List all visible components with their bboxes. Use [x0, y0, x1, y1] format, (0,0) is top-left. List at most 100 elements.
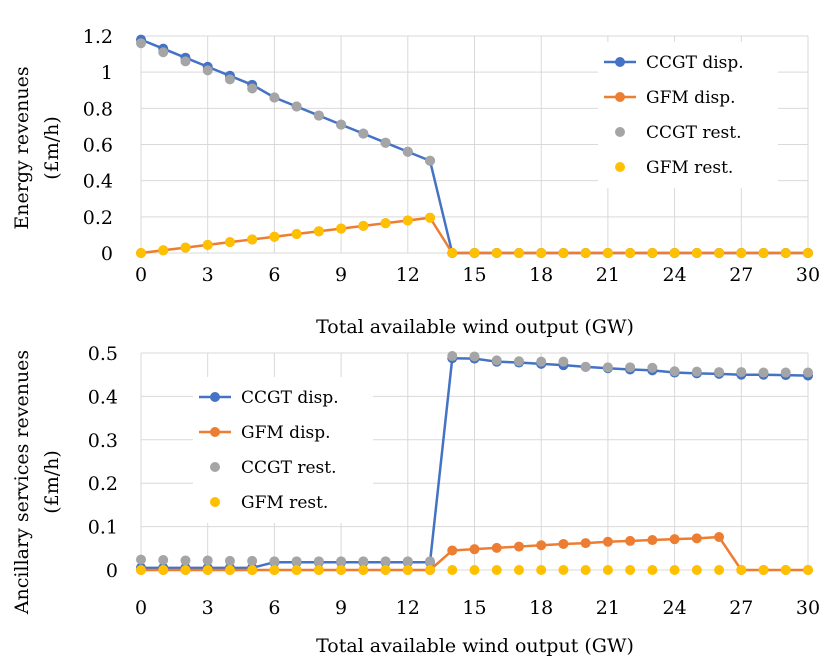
ancillary-point-gfm-disp: [491, 542, 502, 553]
energy-point-gfm-rest: [780, 248, 791, 258]
energy-x-tick-label: 18: [529, 264, 553, 286]
energy-y-tick-label: 1: [101, 62, 113, 84]
energy-point-ccgt-rest: [358, 128, 369, 139]
energy-point-gfm-rest: [513, 248, 524, 258]
ancillary-point-ccgt-rest: [425, 556, 436, 567]
ancillary-point-ccgt-rest: [714, 367, 725, 378]
ancillary-point-gfm-rest: [269, 565, 280, 575]
ancillary-legend-label: CCGT rest.: [241, 458, 336, 478]
energy-point-gfm-rest: [625, 248, 636, 258]
ancillary-point-gfm-rest: [158, 565, 169, 575]
energy-point-gfm-rest: [336, 223, 347, 234]
energy-point-gfm-rest: [402, 215, 413, 226]
energy-point-ccgt-rest: [425, 155, 436, 166]
ancillary-legend-item-gfm-rest: GFM rest.: [210, 493, 328, 513]
ancillary-point-gfm-disp: [647, 535, 658, 546]
ancillary-point-gfm-rest: [625, 565, 636, 575]
ancillary-point-ccgt-rest: [247, 555, 258, 566]
energy-point-gfm-rest: [536, 248, 547, 258]
energy-point-gfm-rest: [558, 248, 569, 258]
energy-legend-item-ccgt-rest: CCGT rest.: [615, 123, 741, 143]
ancillary-point-gfm-disp: [536, 540, 547, 551]
ancillary-point-ccgt-rest: [224, 555, 235, 566]
ancillary-point-ccgt-rest: [158, 555, 169, 566]
energy-legend-label: CCGT disp.: [646, 53, 744, 73]
ancillary-point-ccgt-rest: [691, 366, 702, 377]
energy-point-ccgt-rest: [158, 47, 169, 58]
ancillary-x-tick-labels: 0 3 6 9 12 15 18 21 24 27 30: [135, 597, 820, 619]
energy-y-tick-label: 0.6: [83, 135, 113, 157]
ancillary-series-ccgt-rest: [136, 351, 813, 567]
energy-point-gfm-rest: [714, 248, 725, 258]
ancillary-point-ccgt-rest: [491, 355, 502, 366]
energy-point-ccgt-rest: [202, 65, 213, 76]
energy-point-gfm-rest: [602, 248, 613, 258]
energy-point-ccgt-rest: [269, 92, 280, 103]
ancillary-point-ccgt-rest: [625, 362, 636, 373]
ancillary-point-gfm-rest: [691, 565, 702, 575]
energy-x-tick-label: 0: [135, 264, 147, 286]
energy-gridlines: [140, 35, 809, 254]
energy-x-tick-label: 3: [202, 264, 214, 286]
ancillary-point-gfm-rest: [202, 565, 213, 575]
energy-point-gfm-rest: [647, 248, 658, 258]
ancillary-point-ccgt-rest: [358, 556, 369, 567]
ancillary-y-label-line1: Ancillary services revenues: [11, 350, 33, 615]
energy-y-label-line1: Energy revenues: [11, 66, 33, 229]
ancillary-y-tick-label: 0.1: [88, 517, 118, 539]
ancillary-point-gfm-disp: [580, 538, 591, 549]
ancillary-point-ccgt-rest: [469, 351, 480, 362]
energy-x-tick-label: 6: [268, 264, 280, 286]
ancillary-point-ccgt-rest: [647, 362, 658, 373]
ancillary-point-gfm-rest: [469, 565, 480, 575]
ancillary-y-tick-labels: 0 0.1 0.2 0.3 0.4 0.5: [88, 343, 118, 582]
ancillary-y-tick-label: 0: [106, 560, 118, 582]
ancillary-point-gfm-rest: [336, 565, 347, 575]
ancillary-x-tick-label: 18: [529, 597, 553, 619]
ancillary-point-ccgt-rest: [313, 556, 324, 567]
energy-point-ccgt-rest: [380, 137, 391, 148]
energy-point-gfm-rest: [447, 248, 458, 258]
ancillary-series-gfm-rest: [136, 565, 813, 575]
ancillary-point-ccgt-rest: [513, 356, 524, 367]
ancillary-point-ccgt-rest: [269, 556, 280, 567]
ancillary-point-gfm-rest: [291, 565, 302, 575]
energy-point-gfm-rest: [803, 248, 813, 258]
ancillary-point-ccgt-rest: [202, 555, 213, 566]
energy-point-ccgt-rest: [136, 38, 146, 49]
energy-point-ccgt-rest: [180, 56, 191, 67]
ancillary-legend-item-ccgt-disp: CCGT disp.: [199, 388, 339, 408]
ancillary-y-tick-label: 0.5: [88, 343, 118, 365]
energy-x-tick-labels: 0 3 6 9 12 15 18 21 24 27 30: [135, 264, 820, 286]
ancillary-point-ccgt-rest: [558, 356, 569, 367]
energy-x-label: Total available wind output (GW): [316, 316, 634, 338]
ancillary-legend-marker: [210, 427, 220, 437]
energy-point-gfm-rest: [202, 239, 213, 250]
ancillary-point-gfm-rest: [736, 565, 747, 575]
ancillary-point-gfm-rest: [491, 565, 502, 575]
energy-point-gfm-rest: [580, 248, 591, 258]
ancillary-point-ccgt-rest: [780, 367, 791, 378]
ancillary-legend-marker: [210, 497, 220, 507]
ancillary-point-gfm-rest: [803, 565, 813, 575]
ancillary-y-tick-label: 0.2: [88, 473, 118, 495]
ancillary-point-ccgt-rest: [380, 556, 391, 567]
energy-point-gfm-rest: [291, 229, 302, 240]
ancillary-point-gfm-rest: [513, 565, 524, 575]
ancillary-point-ccgt-rest: [669, 366, 680, 377]
ancillary-point-gfm-rest: [758, 565, 769, 575]
energy-legend-item-ccgt-disp: CCGT disp.: [604, 53, 744, 73]
energy-y-tick-label: 0.8: [83, 98, 113, 120]
energy-series: [136, 34, 813, 258]
energy-point-ccgt-rest: [313, 110, 324, 121]
energy-point-gfm-rest: [691, 248, 702, 258]
ancillary-point-gfm-rest: [669, 565, 680, 575]
energy-legend-label: GFM disp.: [646, 88, 736, 108]
energy-point-gfm-rest: [425, 212, 436, 223]
ancillary-point-gfm-disp: [691, 533, 702, 544]
ancillary-point-gfm-rest: [136, 565, 146, 575]
energy-y-tick-label: 0.2: [83, 207, 113, 229]
energy-legend-marker: [615, 57, 625, 67]
ancillary-y-tick-label: 0.4: [88, 386, 118, 408]
